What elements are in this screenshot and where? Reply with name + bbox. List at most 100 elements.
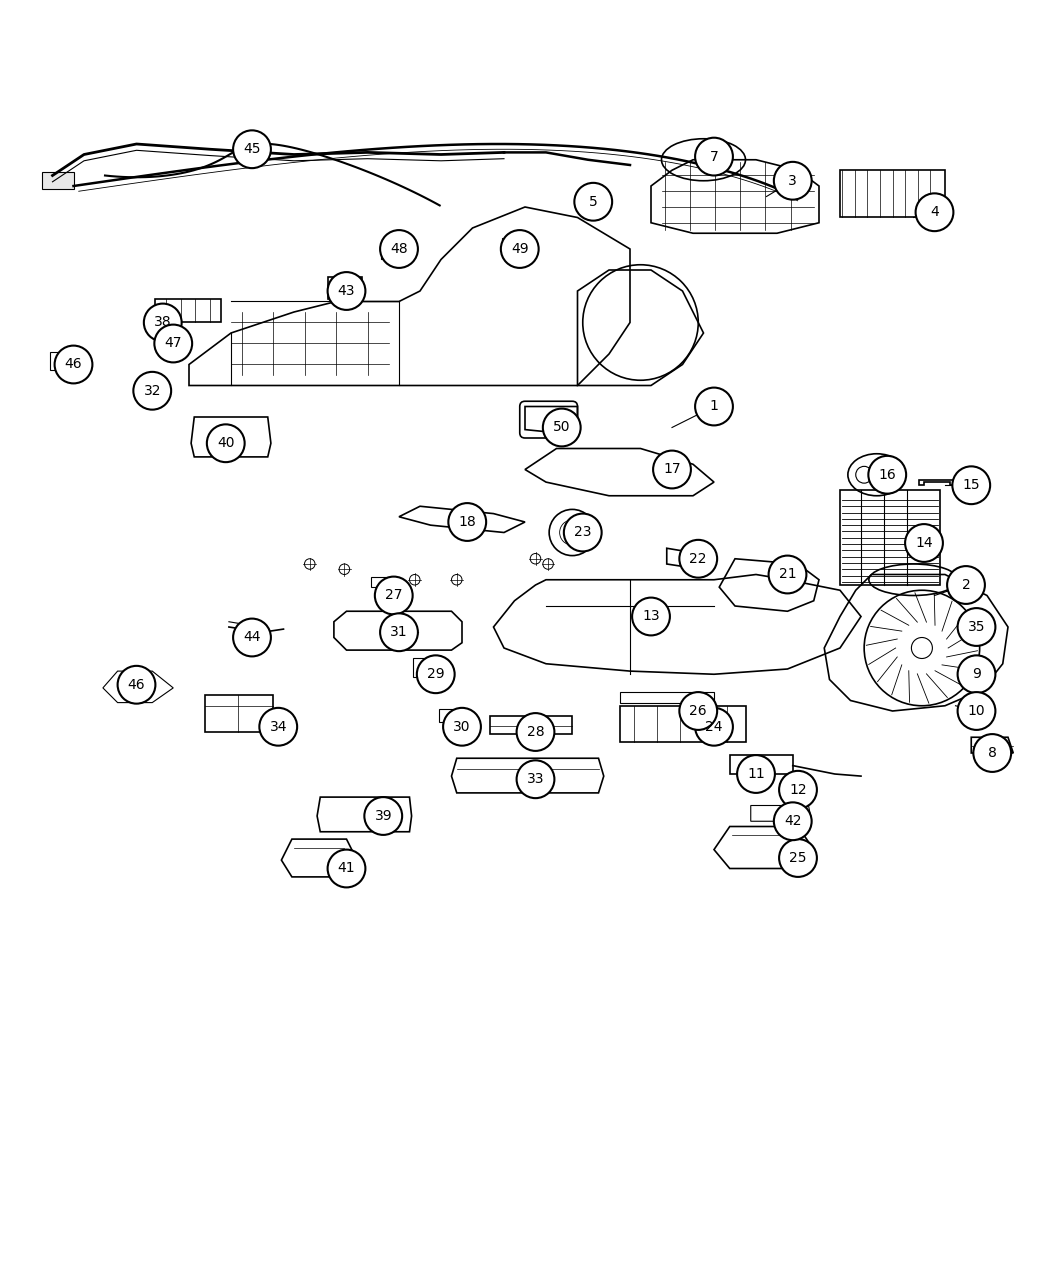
Circle shape bbox=[774, 162, 812, 200]
Text: 7: 7 bbox=[710, 149, 718, 163]
Circle shape bbox=[154, 325, 192, 362]
Circle shape bbox=[916, 194, 953, 231]
Text: 50: 50 bbox=[553, 421, 570, 435]
Text: 49: 49 bbox=[511, 242, 528, 256]
Text: 47: 47 bbox=[165, 337, 182, 351]
Text: 17: 17 bbox=[664, 463, 680, 477]
Text: 15: 15 bbox=[963, 478, 980, 492]
Circle shape bbox=[380, 613, 418, 652]
Text: 8: 8 bbox=[988, 746, 996, 760]
Circle shape bbox=[259, 708, 297, 746]
Text: 32: 32 bbox=[144, 384, 161, 398]
Text: 31: 31 bbox=[391, 625, 407, 639]
Circle shape bbox=[417, 655, 455, 694]
Circle shape bbox=[328, 272, 365, 310]
Polygon shape bbox=[42, 172, 74, 189]
Text: 18: 18 bbox=[459, 515, 476, 529]
Text: 38: 38 bbox=[154, 315, 171, 329]
Circle shape bbox=[958, 608, 995, 646]
Circle shape bbox=[543, 408, 581, 446]
Circle shape bbox=[448, 504, 486, 541]
Text: 48: 48 bbox=[391, 242, 407, 256]
Circle shape bbox=[380, 230, 418, 268]
Circle shape bbox=[695, 388, 733, 426]
Text: 1: 1 bbox=[710, 399, 718, 413]
Circle shape bbox=[737, 755, 775, 793]
Circle shape bbox=[769, 556, 806, 593]
Circle shape bbox=[207, 425, 245, 462]
Text: 22: 22 bbox=[690, 552, 707, 566]
Circle shape bbox=[304, 558, 315, 569]
Text: 11: 11 bbox=[748, 768, 764, 782]
Text: 4: 4 bbox=[930, 205, 939, 219]
Text: 3: 3 bbox=[789, 173, 797, 187]
Text: 43: 43 bbox=[338, 284, 355, 298]
Text: 29: 29 bbox=[427, 667, 444, 681]
Circle shape bbox=[530, 553, 541, 564]
Text: 21: 21 bbox=[779, 567, 796, 581]
Text: 16: 16 bbox=[879, 468, 896, 482]
Circle shape bbox=[947, 566, 985, 604]
Circle shape bbox=[543, 558, 553, 569]
Circle shape bbox=[958, 692, 995, 729]
Text: 23: 23 bbox=[574, 525, 591, 539]
Circle shape bbox=[375, 576, 413, 615]
Text: 45: 45 bbox=[244, 143, 260, 157]
Text: 30: 30 bbox=[454, 720, 470, 733]
Text: 33: 33 bbox=[527, 773, 544, 787]
Circle shape bbox=[574, 182, 612, 221]
Circle shape bbox=[958, 655, 995, 694]
Circle shape bbox=[779, 839, 817, 877]
Circle shape bbox=[55, 346, 92, 384]
Circle shape bbox=[233, 618, 271, 657]
Text: 44: 44 bbox=[244, 631, 260, 644]
Text: 35: 35 bbox=[968, 620, 985, 634]
Text: 2: 2 bbox=[962, 578, 970, 592]
Text: 40: 40 bbox=[217, 436, 234, 450]
Text: 39: 39 bbox=[375, 810, 392, 822]
Text: 25: 25 bbox=[790, 850, 806, 864]
Text: 10: 10 bbox=[968, 704, 985, 718]
Circle shape bbox=[144, 303, 182, 342]
Text: 27: 27 bbox=[385, 589, 402, 603]
Circle shape bbox=[133, 372, 171, 409]
Circle shape bbox=[632, 598, 670, 635]
Circle shape bbox=[911, 638, 932, 658]
Text: 28: 28 bbox=[527, 725, 544, 739]
Circle shape bbox=[779, 771, 817, 808]
Circle shape bbox=[339, 564, 350, 575]
Circle shape bbox=[118, 666, 155, 704]
Circle shape bbox=[501, 230, 539, 268]
Circle shape bbox=[679, 539, 717, 578]
Text: 26: 26 bbox=[690, 704, 707, 718]
Circle shape bbox=[233, 130, 271, 168]
Text: 12: 12 bbox=[790, 783, 806, 797]
Circle shape bbox=[517, 713, 554, 751]
Text: 34: 34 bbox=[270, 720, 287, 733]
Text: 46: 46 bbox=[65, 357, 82, 371]
Circle shape bbox=[952, 467, 990, 504]
Circle shape bbox=[868, 456, 906, 493]
Text: 42: 42 bbox=[784, 815, 801, 829]
Circle shape bbox=[973, 734, 1011, 771]
Circle shape bbox=[695, 708, 733, 746]
Circle shape bbox=[364, 797, 402, 835]
Text: 41: 41 bbox=[338, 862, 355, 876]
Circle shape bbox=[328, 849, 365, 887]
Circle shape bbox=[443, 708, 481, 746]
Text: 14: 14 bbox=[916, 536, 932, 550]
Circle shape bbox=[653, 450, 691, 488]
Circle shape bbox=[695, 138, 733, 176]
Circle shape bbox=[410, 575, 420, 585]
Text: 46: 46 bbox=[128, 678, 145, 692]
Circle shape bbox=[905, 524, 943, 562]
Circle shape bbox=[679, 692, 717, 729]
Circle shape bbox=[564, 514, 602, 551]
Text: 24: 24 bbox=[706, 720, 722, 733]
Text: 9: 9 bbox=[972, 667, 981, 681]
Circle shape bbox=[452, 575, 462, 585]
Circle shape bbox=[774, 802, 812, 840]
Text: 5: 5 bbox=[589, 195, 597, 209]
Circle shape bbox=[517, 760, 554, 798]
Text: 13: 13 bbox=[643, 609, 659, 623]
